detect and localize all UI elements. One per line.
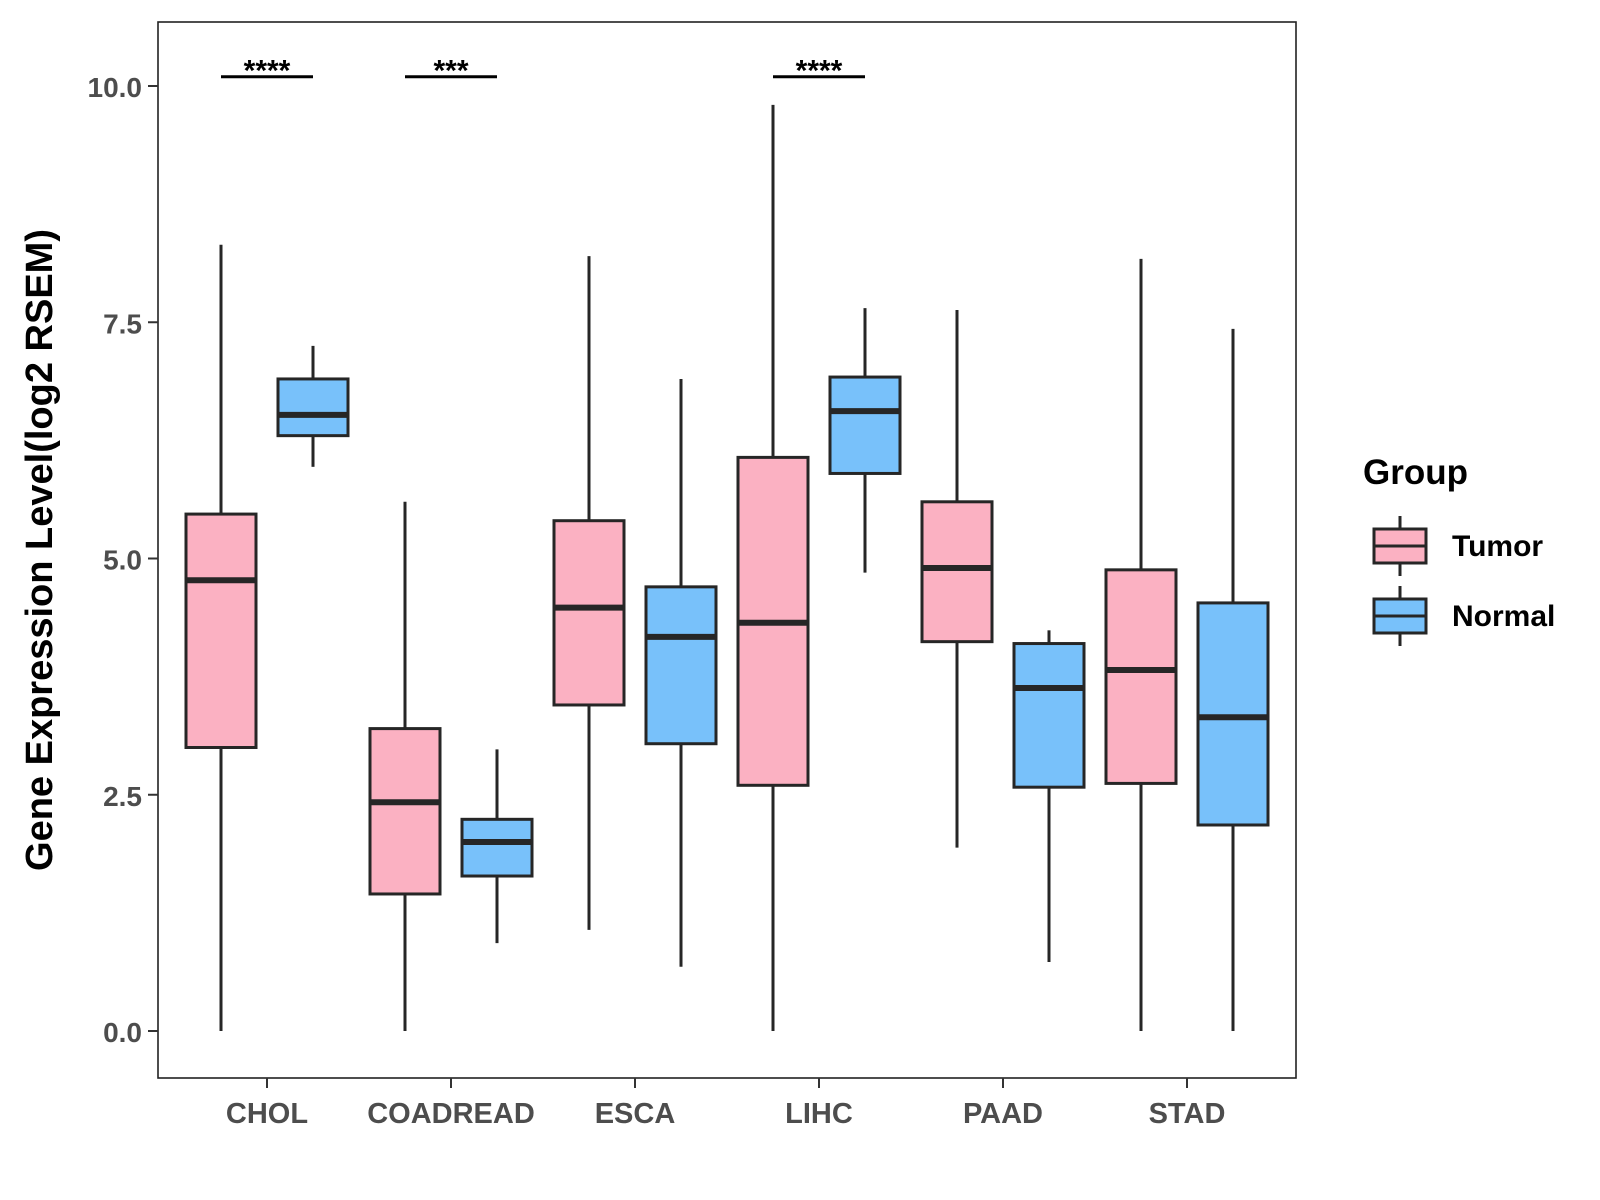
normal-paad-box <box>1012 630 1086 963</box>
y-tick-label: 7.5 <box>103 308 142 339</box>
normal-lihc-iqr-box <box>828 375 902 475</box>
y-tick-label: 2.5 <box>103 781 142 812</box>
x-axis: CHOL COADREAD ESCA LIHC PAAD STAD <box>226 1078 1225 1130</box>
normal-coadread-iqr-box <box>460 817 534 878</box>
tumor-coadread-iqr-box <box>368 727 442 896</box>
x-tick-label-stad: STAD <box>1149 1098 1226 1130</box>
tumor-chol-iqr-box <box>184 512 258 750</box>
normal-paad-iqr-box <box>1012 642 1086 789</box>
y-tick-label: 10.0 <box>88 72 143 103</box>
significance-coadread-label: *** <box>433 55 468 88</box>
legend-tumor-label: Tumor <box>1452 530 1543 563</box>
tumor-lihc-box <box>736 104 810 1031</box>
tumor-esca-box <box>552 256 626 930</box>
plot-panel <box>157 21 1297 1079</box>
significance-chol-label: **** <box>244 55 291 88</box>
y-tick-label: 0.0 <box>103 1017 142 1048</box>
box-series <box>184 104 1270 1031</box>
normal-coadread-box <box>460 749 534 944</box>
tumor-esca-iqr-box <box>552 519 626 707</box>
tumor-paad-iqr-box <box>920 500 994 644</box>
normal-esca-box <box>644 378 718 967</box>
normal-stad-box <box>1196 328 1270 1031</box>
tumor-stad-box <box>1104 258 1178 1031</box>
tumor-coadread-box <box>368 501 442 1031</box>
normal-stad-iqr-box <box>1196 601 1270 827</box>
legend-normal-entry: Normal <box>1372 586 1555 646</box>
normal-chol-iqr-box <box>276 377 350 438</box>
x-tick-label-chol: CHOL <box>226 1098 308 1130</box>
normal-esca-iqr-box <box>644 585 718 746</box>
x-tick-label-coadread: COADREAD <box>367 1098 535 1130</box>
x-tick-label-lihc: LIHC <box>785 1098 853 1130</box>
x-tick-label-paad: PAAD <box>963 1098 1043 1130</box>
legend-title: Group <box>1363 453 1468 492</box>
y-tick-label: 5.0 <box>103 545 142 576</box>
legend: Group Tumor Normal <box>1363 453 1555 646</box>
tumor-stad-iqr-box <box>1104 568 1178 785</box>
y-axis-title: Gene Expression Level(log2 RSEM) <box>19 229 61 871</box>
significance-annotations: **** *** **** <box>221 55 865 88</box>
tumor-chol-box <box>184 244 258 1031</box>
legend-normal-label: Normal <box>1452 600 1555 633</box>
x-tick-label-esca: ESCA <box>595 1098 676 1130</box>
normal-lihc-box <box>828 308 902 573</box>
legend-tumor-entry: Tumor <box>1372 516 1543 576</box>
tumor-paad-box <box>920 309 994 848</box>
y-axis: 0.0 2.5 5.0 7.5 10.0 <box>88 72 158 1048</box>
significance-lihc-label: **** <box>796 55 843 88</box>
normal-chol-box <box>276 345 350 467</box>
